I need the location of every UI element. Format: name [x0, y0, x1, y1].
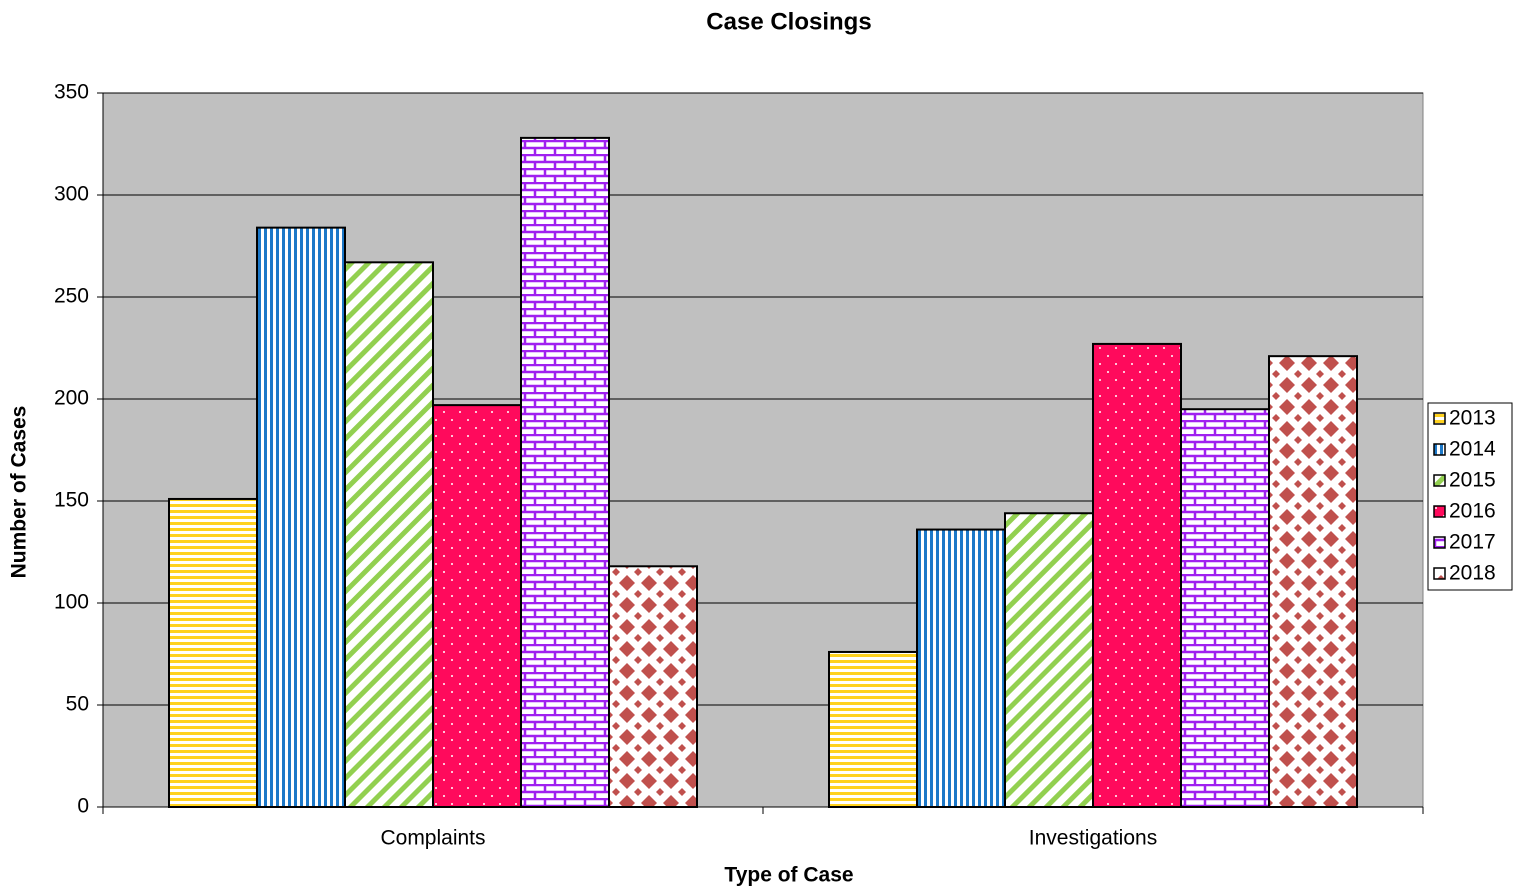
y-tick-label: 300: [54, 183, 89, 206]
legend-swatch: [1433, 474, 1446, 487]
legend-box: [1427, 402, 1513, 591]
legend-swatch: [1433, 505, 1446, 518]
x-tick-label: Investigations: [1029, 827, 1157, 850]
legend-label: 2014: [1449, 438, 1496, 461]
legend-label: 2018: [1449, 562, 1496, 585]
y-axis-title: Number of Cases: [8, 406, 31, 579]
y-tick-label: 100: [54, 591, 89, 614]
y-tick-label: 350: [54, 81, 89, 104]
legend-swatch: [1433, 567, 1446, 580]
bar: [608, 565, 698, 809]
bar: [1268, 355, 1358, 808]
bar: [916, 528, 1006, 808]
legend-label: 2015: [1449, 469, 1496, 492]
legend-swatch: [1433, 412, 1446, 425]
bar: [520, 136, 610, 808]
y-tick-label: 50: [66, 693, 89, 716]
bar: [1004, 512, 1094, 808]
bar: [828, 650, 918, 809]
x-axis-title: Type of Case: [724, 864, 853, 887]
bar: [256, 226, 346, 808]
bar: [168, 497, 258, 808]
bar: [432, 404, 522, 808]
legend-label: 2017: [1449, 531, 1496, 554]
y-tick-label: 250: [54, 285, 89, 308]
y-tick-label: 0: [77, 795, 89, 818]
bar: [1092, 342, 1182, 808]
legend-label: 2016: [1449, 500, 1496, 523]
x-tick-label: Complaints: [380, 827, 485, 850]
bar: [1180, 408, 1270, 808]
y-tick-label: 200: [54, 387, 89, 410]
bar: [344, 261, 434, 808]
y-tick-label: 150: [54, 489, 89, 512]
chart-title: Case Closings: [706, 8, 871, 35]
legend-swatch: [1433, 536, 1446, 549]
legend-label: 2013: [1449, 407, 1496, 430]
legend-swatch: [1433, 443, 1446, 456]
